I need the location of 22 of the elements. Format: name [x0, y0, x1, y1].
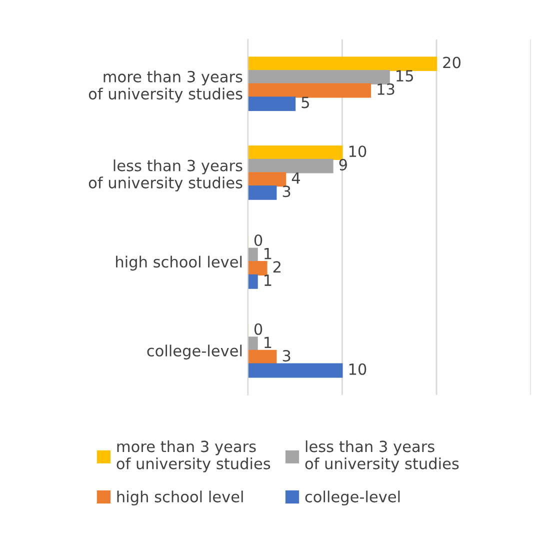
data-label: 0: [254, 234, 262, 246]
data-label: 20: [443, 56, 460, 68]
data-label: 1: [264, 274, 272, 286]
legend-label: less than 3 years of university studies: [305, 440, 459, 472]
y-tick-label: high school level: [116, 256, 242, 271]
y-tick-label: more than 3 years of university studies: [88, 70, 242, 103]
data-label: 9: [339, 158, 347, 170]
legend-label: college-level: [305, 490, 400, 506]
data-label: 15: [396, 70, 414, 82]
data-label: 0: [254, 323, 262, 335]
data-label: 3: [282, 186, 290, 198]
y-tick-label: college-level: [147, 344, 242, 360]
data-label: 3: [282, 350, 290, 362]
data-label: 13: [378, 83, 394, 95]
data-label: 4: [292, 172, 300, 184]
data-label: 5: [302, 96, 309, 108]
data-label: 10: [349, 363, 366, 375]
data-label: 10: [349, 146, 366, 158]
data-label: 2: [273, 261, 280, 272]
y-tick-label: less than 3 years of university studies: [88, 160, 242, 192]
data-label: 1: [264, 248, 272, 260]
data-label: 1: [264, 336, 272, 348]
